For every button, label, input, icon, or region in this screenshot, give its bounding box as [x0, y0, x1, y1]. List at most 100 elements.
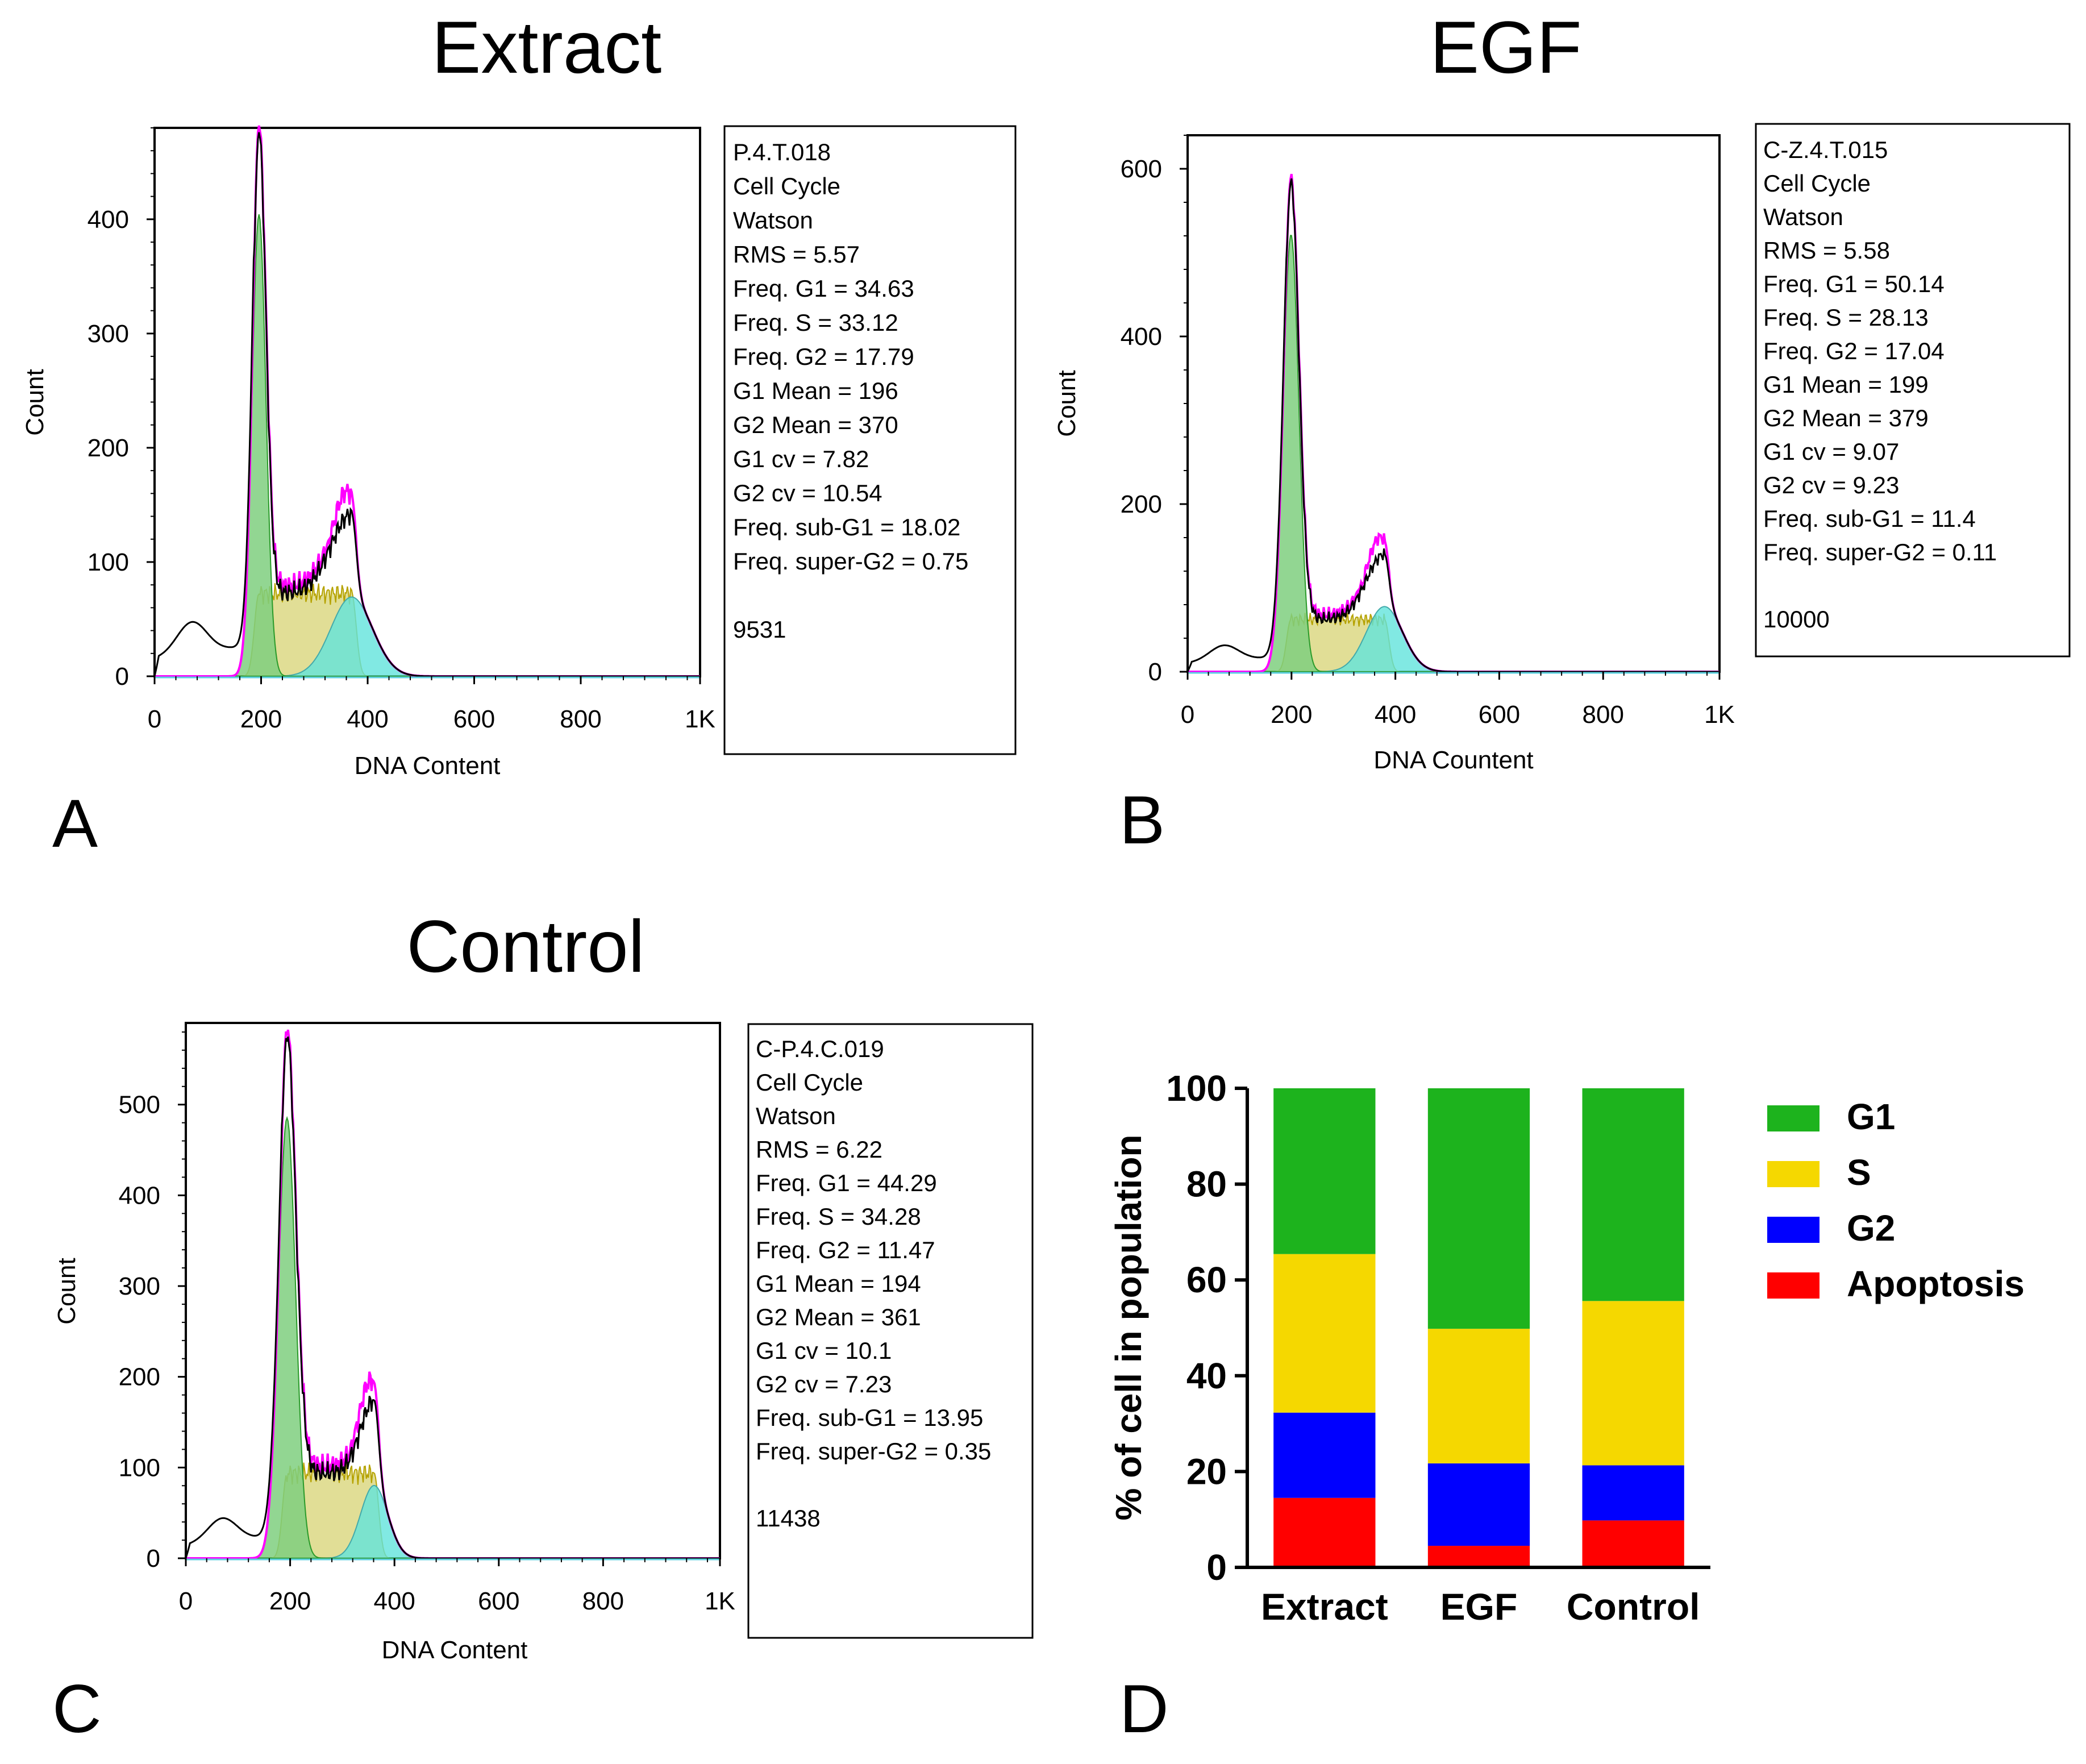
x-tick-label: 800: [582, 1587, 624, 1615]
y-tick-label: 100: [88, 548, 129, 576]
bar-segment-s-egf: [1427, 1329, 1530, 1464]
stats-line: RMS = 5.57: [733, 241, 860, 268]
model-fit-line: [186, 1029, 720, 1559]
y-tick-label: 0: [147, 1545, 160, 1572]
stats-line: G2 cv = 10.54: [733, 480, 882, 506]
x-tick-label: 1K: [705, 1587, 735, 1615]
panel-c-histogram: 0 100 200 300 400 500 0 200 400 600 800 1K: [119, 1022, 735, 1615]
stats-line: Freq. super-G2 = 0.11: [1763, 539, 1997, 565]
panel-a-histogram: 0 100 200 300 400 0 200 400 600 800 1K: [88, 125, 715, 733]
panel-b-stats-box: [1755, 123, 2071, 658]
x-tick-label: 1K: [685, 705, 715, 733]
stats-event-count: 11438: [756, 1505, 821, 1532]
panel-b-stats: C-Z.4.T.015 Cell Cycle Watson RMS = 5.58…: [1763, 136, 2004, 633]
y-tick-label: 100: [119, 1454, 160, 1482]
stats-line: Freq. G2 = 17.79: [733, 343, 914, 370]
plot-frame: [153, 127, 701, 677]
panel-c-x-label: DNA Content: [382, 1636, 528, 1664]
x-tick-label: 400: [1375, 701, 1416, 729]
panel-b-histogram: 0 200 400 600 0 200 400 600 800 1K: [1121, 134, 1735, 729]
stats-line: C-P.4.C.019: [756, 1035, 884, 1062]
stats-line: Cell Cycle: [756, 1069, 863, 1096]
bar-segment-apoptosis-extract: [1273, 1497, 1376, 1567]
stats-line: Freq. super-G2 = 0.75: [733, 548, 968, 575]
bar-segment-g2-control: [1582, 1465, 1684, 1521]
x-tick-label: 0: [179, 1587, 193, 1615]
y-tick-label: 300: [88, 320, 129, 348]
data-histogram-line: [185, 1036, 720, 1559]
g1-peak-fill: [1188, 235, 1719, 672]
legend-label: G1: [1847, 1096, 1895, 1137]
stats-line: G1 Mean = 199: [1763, 371, 1929, 398]
stats-line: Freq. sub-G1 = 11.4: [1763, 505, 1976, 532]
bar-segment-g1-egf: [1427, 1088, 1530, 1329]
stats-line: Watson: [1763, 203, 1843, 230]
plot-frame: [185, 1022, 721, 1559]
stats-line: G2 Mean = 361: [756, 1304, 921, 1330]
stats-line: G1 Mean = 196: [733, 377, 898, 404]
stats-line: G1 cv = 10.1: [756, 1337, 892, 1364]
stats-line: P.4.T.018: [733, 139, 831, 165]
bar-segment-s-control: [1582, 1301, 1684, 1466]
panel-c: Control C 0 100 200 300 400 500 0 200 400 600 800 1…: [52, 905, 1034, 1747]
y-tick-label: 400: [1121, 323, 1162, 351]
y-tick-label: 20: [1186, 1451, 1227, 1492]
x-tick-label: 400: [347, 705, 388, 733]
bar-chart-y-label: % of cell in population: [1108, 1134, 1149, 1520]
g2-peak-fill: [155, 596, 700, 677]
stats-event-count: 10000: [1763, 606, 1830, 633]
panel-b-letter: B: [1119, 782, 1165, 858]
g1-peak-fill: [186, 1116, 720, 1559]
stats-line: Freq. sub-G1 = 13.95: [756, 1404, 983, 1431]
panel-c-y-label: Count: [53, 1258, 81, 1324]
stats-line: G1 Mean = 194: [756, 1270, 921, 1297]
panel-a-x-label: DNA Content: [355, 752, 501, 780]
y-tick-label: 200: [88, 434, 129, 462]
legend-swatch-apoptosis: [1767, 1272, 1819, 1299]
y-tick-label: 500: [119, 1091, 160, 1119]
g1-peak-fill: [155, 214, 700, 677]
panel-d: D Extract EGF Control 0 20 40 60 80 100 % of cel…: [1108, 1068, 2025, 1747]
legend-swatch-g1: [1767, 1105, 1819, 1131]
legend-swatch-g2: [1767, 1217, 1819, 1243]
bar-segment-g2-egf: [1427, 1463, 1530, 1546]
x-tick-label: 800: [560, 705, 601, 733]
x-tick-label: 400: [373, 1587, 415, 1615]
stats-line: G2 cv = 7.23: [756, 1371, 892, 1397]
s-phase-fill: [155, 582, 700, 677]
panel-a-stats-box: [723, 125, 1017, 755]
stats-line: Freq. G1 = 50.14: [1763, 271, 1945, 297]
x-category-label: Extract: [1261, 1586, 1388, 1628]
y-tick-label: 100: [1166, 1068, 1227, 1109]
legend-label: G2: [1847, 1208, 1895, 1249]
x-tick-label: 200: [269, 1587, 311, 1615]
model-fit-line: [1188, 173, 1719, 673]
y-tick-label: 0: [1206, 1547, 1227, 1588]
bar-segment-g2-extract: [1273, 1412, 1376, 1498]
x-tick-label: 600: [478, 1587, 519, 1615]
panel-c-letter: C: [52, 1671, 102, 1747]
panel-c-stats: C-P.4.C.019 Cell Cycle Watson RMS = 6.22…: [756, 1035, 998, 1532]
y-tick-label: 400: [88, 206, 129, 234]
stacked-bar-chart: Extract EGF Control 0 20 40 60 80 100: [1166, 1068, 1710, 1628]
y-tick-label: 300: [119, 1272, 160, 1300]
x-category-label: EGF: [1440, 1586, 1518, 1628]
panel-a-stats: P.4.T.018 Cell Cycle Watson RMS = 5.57 F…: [733, 139, 975, 643]
y-tick-label: 60: [1186, 1259, 1227, 1300]
y-tick-label: 0: [1148, 658, 1162, 686]
stats-line: Cell Cycle: [1763, 170, 1871, 197]
stats-line: Freq. G2 = 17.04: [1763, 338, 1945, 364]
stats-line: Freq. S = 34.28: [756, 1203, 921, 1230]
stats-line: Freq. super-G2 = 0.35: [756, 1438, 991, 1465]
stats-line: RMS = 5.58: [1763, 237, 1890, 264]
panel-a-title: Extract: [432, 6, 662, 89]
stats-line: Freq. S = 28.13: [1763, 304, 1929, 331]
panel-b: EGF B 0 200 400 600 0 200 400 600 800 1K Count DN…: [1053, 6, 2071, 858]
legend-label: S: [1847, 1152, 1871, 1193]
panel-b-y-label: Count: [1053, 370, 1081, 436]
y-tick-label: 400: [119, 1181, 160, 1209]
panel-a-y-label: Count: [21, 369, 49, 435]
stats-line: G1 cv = 9.07: [1763, 438, 1899, 465]
panel-a-letter: A: [52, 785, 98, 862]
